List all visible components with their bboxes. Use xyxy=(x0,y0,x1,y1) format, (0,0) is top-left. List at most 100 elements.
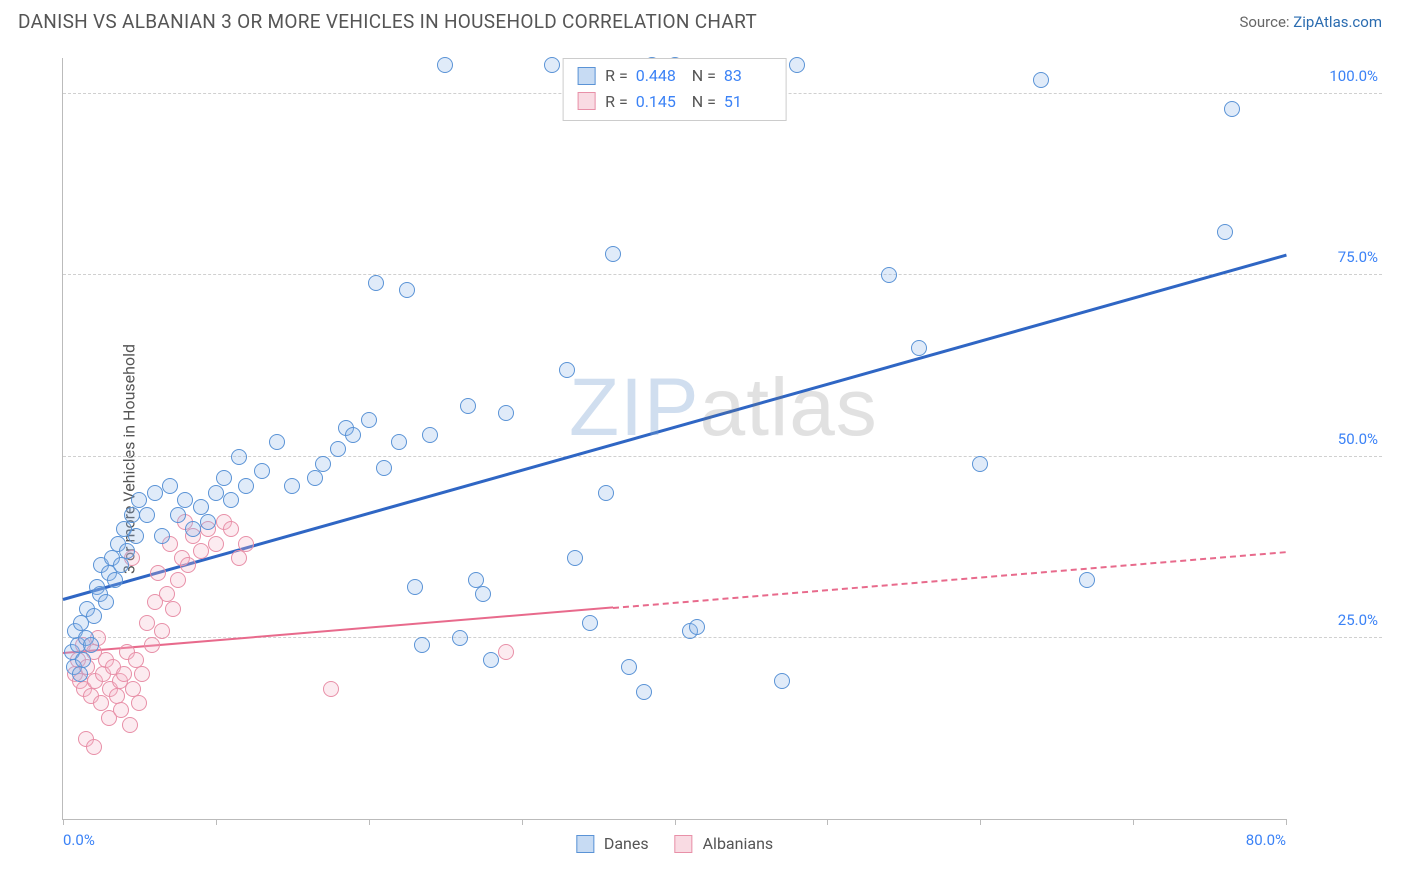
data-point xyxy=(498,644,514,660)
x-tick xyxy=(675,819,676,825)
legend-swatch xyxy=(675,835,693,853)
x-tick xyxy=(63,819,64,825)
watermark-atlas: atlas xyxy=(700,362,878,453)
data-point xyxy=(598,485,614,501)
correlation-legend: R = 0.448 N = 83 R = 0.145 N = 51 xyxy=(562,58,787,121)
data-point xyxy=(116,666,132,682)
data-point xyxy=(368,275,384,291)
x-tick xyxy=(980,819,981,825)
legend-n-label: N = xyxy=(692,89,716,115)
data-point xyxy=(165,601,181,617)
data-point xyxy=(414,637,430,653)
data-point xyxy=(315,456,331,472)
series-legend: Danes Albanians xyxy=(576,834,773,853)
legend-r-label: R = xyxy=(605,63,628,89)
trend-line xyxy=(63,58,1286,819)
data-point xyxy=(254,463,270,479)
data-point xyxy=(223,521,239,537)
x-tick-label: 80.0% xyxy=(1246,831,1286,849)
legend-swatch xyxy=(577,67,595,85)
data-point xyxy=(452,630,468,646)
source-attribution: Source: ZipAtlas.com xyxy=(1239,13,1382,31)
data-point xyxy=(185,521,201,537)
trend-line xyxy=(63,58,1286,819)
legend-r-value: 0.448 xyxy=(636,63,684,89)
legend-swatch xyxy=(576,835,594,853)
data-point xyxy=(75,652,91,668)
data-point xyxy=(789,57,805,73)
legend-swatch xyxy=(577,92,595,110)
data-point xyxy=(180,557,196,573)
data-point xyxy=(559,362,575,378)
data-point xyxy=(154,623,170,639)
legend-n-label: N = xyxy=(692,63,716,89)
data-point xyxy=(113,557,129,573)
data-point xyxy=(689,619,705,635)
data-point xyxy=(170,572,186,588)
x-tick xyxy=(369,819,370,825)
legend-n-value: 51 xyxy=(724,89,772,115)
data-point xyxy=(72,666,88,682)
data-point xyxy=(200,514,216,530)
data-point xyxy=(1224,101,1240,117)
data-point xyxy=(774,673,790,689)
legend-row: R = 0.448 N = 83 xyxy=(577,63,772,89)
x-tick-label: 0.0% xyxy=(63,831,95,849)
data-point xyxy=(231,550,247,566)
data-point xyxy=(107,572,123,588)
data-point xyxy=(193,543,209,559)
data-point xyxy=(177,492,193,508)
legend-item: Albanians xyxy=(675,834,774,853)
chart-container: 3 or more Vehicles in Household ZIPatlas… xyxy=(18,44,1382,874)
data-point xyxy=(483,652,499,668)
data-point xyxy=(86,739,102,755)
data-point xyxy=(636,684,652,700)
data-point xyxy=(391,434,407,450)
data-point xyxy=(972,456,988,472)
data-point xyxy=(361,412,377,428)
data-point xyxy=(131,695,147,711)
data-point xyxy=(475,586,491,602)
data-point xyxy=(1079,572,1095,588)
data-point xyxy=(330,441,346,457)
data-point xyxy=(134,666,150,682)
data-point xyxy=(238,478,254,494)
data-point xyxy=(238,536,254,552)
data-point xyxy=(345,427,361,443)
data-point xyxy=(223,492,239,508)
data-point xyxy=(498,405,514,421)
source-link[interactable]: ZipAtlas.com xyxy=(1293,13,1382,31)
data-point xyxy=(86,608,102,624)
legend-r-value: 0.145 xyxy=(636,89,684,115)
data-point xyxy=(582,615,598,631)
data-point xyxy=(407,579,423,595)
legend-item: Danes xyxy=(576,834,649,853)
data-point xyxy=(113,702,129,718)
chart-header: DANISH VS ALBANIAN 3 OR MORE VEHICLES IN… xyxy=(0,0,1406,37)
data-point xyxy=(1033,72,1049,88)
source-prefix: Source: xyxy=(1239,13,1293,31)
data-point xyxy=(124,507,140,523)
x-tick xyxy=(1133,819,1134,825)
data-point xyxy=(208,536,224,552)
data-point xyxy=(323,681,339,697)
data-point xyxy=(231,449,247,465)
trend-line xyxy=(63,58,1286,819)
data-point xyxy=(208,485,224,501)
legend-n-value: 83 xyxy=(724,63,772,89)
data-point xyxy=(544,57,560,73)
data-point xyxy=(139,615,155,631)
data-point xyxy=(150,565,166,581)
data-point xyxy=(144,637,160,653)
y-tick-label: 100.0% xyxy=(1329,67,1378,85)
x-tick xyxy=(1286,819,1287,825)
data-point xyxy=(139,507,155,523)
legend-r-label: R = xyxy=(605,89,628,115)
legend-series-name: Albanians xyxy=(703,834,774,853)
gridline xyxy=(63,456,1382,457)
y-tick-label: 50.0% xyxy=(1338,430,1378,448)
data-point xyxy=(567,550,583,566)
data-point xyxy=(119,543,135,559)
data-point xyxy=(154,528,170,544)
data-point xyxy=(881,267,897,283)
